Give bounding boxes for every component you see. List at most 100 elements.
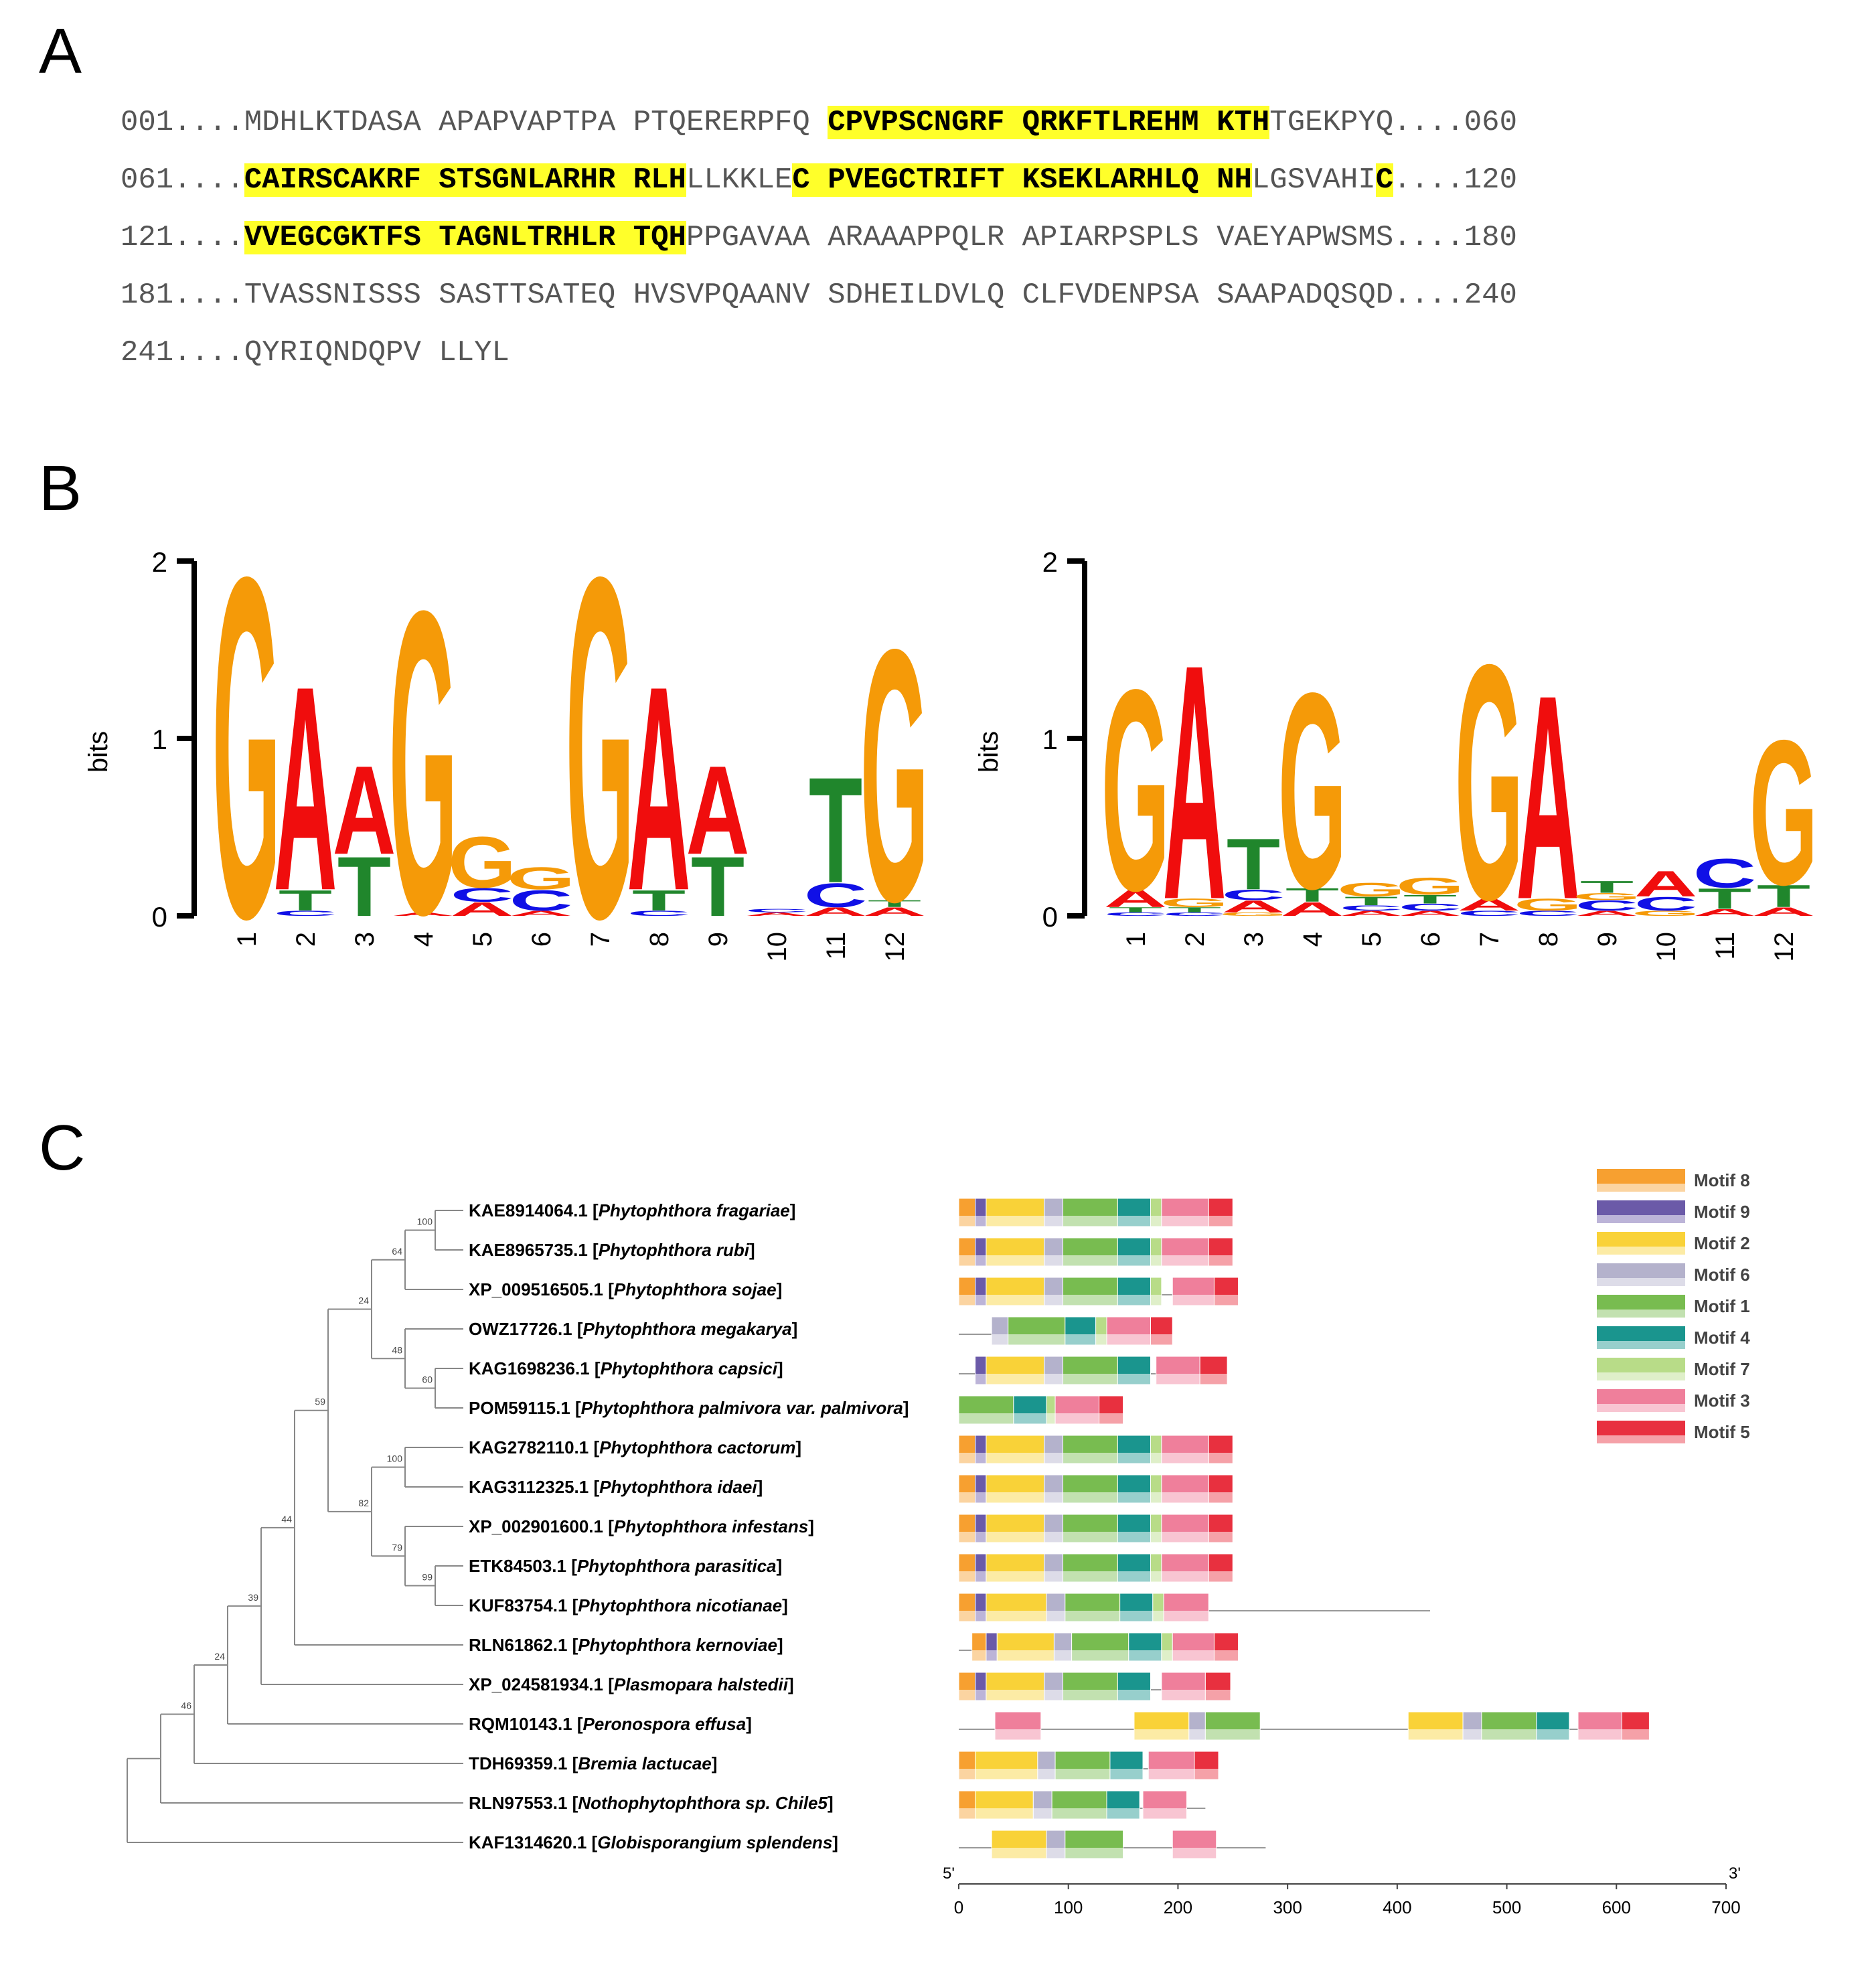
- motif-box-shade: [986, 1690, 1044, 1700]
- taxon-accession: KAG1698236.1 [: [469, 1358, 601, 1378]
- logo-x-tick-label: 2: [1180, 932, 1210, 947]
- motif-box-shade: [1150, 1453, 1162, 1463]
- taxon-bracket: ]: [777, 1358, 783, 1378]
- motif-box-shade: [1107, 1808, 1140, 1819]
- motif-box-shade: [986, 1295, 1044, 1305]
- motif-box-shade: [959, 1769, 975, 1779]
- motif-box-shade: [975, 1216, 986, 1226]
- motif-box-shade: [992, 1848, 1046, 1858]
- logo-letter-T: T: [809, 746, 862, 915]
- logo-y-tick-label: 2: [1042, 546, 1058, 578]
- motif-box-shade: [1577, 1729, 1622, 1740]
- motif-box-shade: [959, 1532, 975, 1542]
- motif-box-shade: [1161, 1571, 1209, 1582]
- motif-box-shade: [1117, 1532, 1151, 1542]
- motif-box-shade: [1205, 1729, 1261, 1740]
- taxon-label: KAG1698236.1 [Phytophthora capsici]: [469, 1358, 783, 1378]
- motif-box-shade: [1033, 1808, 1052, 1819]
- taxon-bracket: ]: [790, 1200, 796, 1220]
- motif-box-shade: [986, 1453, 1044, 1463]
- logo-letter-C: C: [1104, 911, 1168, 917]
- motif-box-shade: [975, 1690, 986, 1700]
- motif-box-shade: [1161, 1492, 1209, 1503]
- motif-box-shade: [1150, 1216, 1162, 1226]
- taxon-species: Phytophthora megakarya: [583, 1319, 792, 1339]
- logo-letter-C: C: [1458, 909, 1521, 917]
- logo-x-tick-label: 6: [1416, 932, 1445, 947]
- panel-label-a: A: [39, 15, 82, 87]
- legend-label: Motif 6: [1694, 1265, 1750, 1285]
- taxon-bracket: ]: [832, 1832, 838, 1852]
- taxon-species: Phytophthora cactorum: [599, 1437, 795, 1457]
- motif-box-shade: [959, 1492, 975, 1503]
- motif-box-shade: [1055, 1769, 1110, 1779]
- motif-box-shade: [1161, 1650, 1173, 1661]
- logo-letter-A: A: [333, 740, 396, 881]
- legend-swatch-shade: [1597, 1310, 1685, 1318]
- logo-y-tick-label: 2: [152, 546, 167, 578]
- motif-box-shade: [1063, 1216, 1118, 1226]
- logo-letter-C: C: [804, 876, 868, 915]
- motif-box-shade: [1119, 1611, 1153, 1621]
- motif-axis-tick-label: 700: [1711, 1897, 1740, 1917]
- motif-box-shade: [1099, 1413, 1123, 1424]
- taxon-label: KAF1314620.1 [Globisporangium splendens]: [469, 1832, 838, 1852]
- logo-letter-A: A: [1693, 907, 1757, 918]
- motif-box-shade: [959, 1808, 975, 1819]
- taxon-label: POM59115.1 [Phytophthora palmivora var. …: [469, 1398, 909, 1418]
- motif-box-shade: [1134, 1729, 1189, 1740]
- taxon-label: TDH69359.1 [Bremia lactucae]: [469, 1753, 717, 1773]
- logo-letter-A: A: [392, 911, 455, 917]
- logo-letter-T: T: [632, 884, 686, 917]
- taxon-species: Peronospora effusa: [583, 1714, 747, 1734]
- motif-box-shade: [1156, 1374, 1200, 1384]
- logo-x-tick-label: 1: [232, 932, 262, 947]
- logo-letter-G: G: [1514, 895, 1582, 914]
- legend-label: Motif 2: [1694, 1233, 1750, 1253]
- motif-box-shade: [1065, 1611, 1120, 1621]
- taxon-species: Phytophthora capsici: [601, 1358, 778, 1378]
- motif-box-shade: [1150, 1492, 1162, 1503]
- legend-swatch-shade: [1597, 1435, 1685, 1443]
- motif-box-shade: [1463, 1729, 1482, 1740]
- logo-letter-A: A: [1752, 905, 1816, 919]
- logo-y-label: bits: [974, 731, 1004, 773]
- logo-letter-G: G: [1573, 891, 1641, 902]
- sequence-end-index: ....060: [1393, 106, 1517, 139]
- taxon-species: Phytophthora infestans: [614, 1516, 808, 1536]
- logo-y-tick-label: 1: [152, 724, 167, 755]
- motif-box-shade: [1063, 1374, 1118, 1384]
- logo-x-tick-label: 9: [1593, 932, 1622, 947]
- taxon-bracket: ]: [749, 1240, 755, 1260]
- motif-legend: Motif 8 Motif 9 Motif 2 Motif 6 Motif 1 Motif…: [1597, 1169, 1750, 1443]
- logo-letter-C: C: [1516, 909, 1580, 917]
- taxon-label: RLN97553.1 [Nothophytophthora sp. Chile5…: [469, 1793, 834, 1813]
- motif-box-shade: [959, 1453, 975, 1463]
- taxon-accession: KAE8965735.1 [: [469, 1240, 599, 1260]
- motif-box-shade: [1044, 1216, 1063, 1226]
- five-prime-label: 5': [943, 1865, 955, 1883]
- motif-box-shade: [959, 1611, 975, 1621]
- motif-box-shade: [1622, 1729, 1650, 1740]
- motif-box-shade: [1208, 1453, 1233, 1463]
- motif-box-shade: [997, 1650, 1054, 1661]
- logo-letter-C: C: [510, 884, 573, 917]
- logo-letter-A: A: [863, 905, 927, 919]
- bootstrap-value: 100: [417, 1216, 433, 1227]
- motif-box-shade: [1161, 1690, 1206, 1700]
- taxon-bracket: ]: [777, 1635, 783, 1655]
- motif-box-shade: [1117, 1571, 1151, 1582]
- motif-box-shade: [1117, 1492, 1151, 1503]
- legend-label: Motif 5: [1694, 1422, 1750, 1442]
- motif-box-shade: [1055, 1413, 1099, 1424]
- motif-box-shade: [1109, 1769, 1144, 1779]
- motif-box-shade: [1408, 1729, 1464, 1740]
- logo-letter-A: A: [1575, 909, 1639, 917]
- logo-letter-A: A: [1399, 909, 1462, 917]
- logo-x-tick-label: 7: [586, 932, 615, 947]
- logo-letter-A: A: [804, 905, 868, 919]
- motif-box-shade: [975, 1571, 986, 1582]
- taxon-species: Phytophthora fragariae: [599, 1200, 790, 1220]
- motif-box-shade: [1150, 1334, 1173, 1345]
- legend-label: Motif 3: [1694, 1391, 1750, 1411]
